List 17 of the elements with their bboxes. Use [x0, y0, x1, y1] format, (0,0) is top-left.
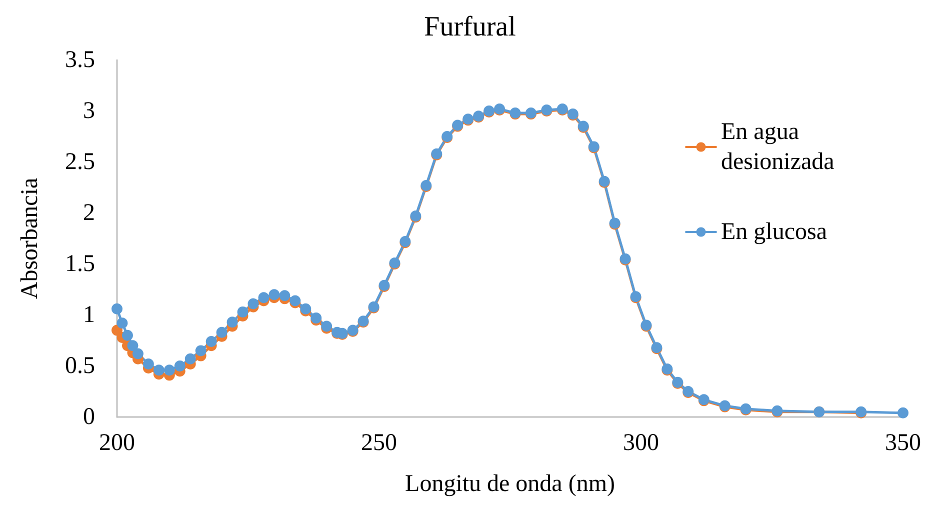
chart-title: Furfural [424, 12, 516, 42]
legend-label: En agua desionizada [721, 119, 835, 175]
y-tick-label: 1 [83, 302, 95, 328]
y-tick-label: 3 [83, 98, 95, 124]
y-tick-label: 0 [83, 404, 95, 430]
y-tick-label: 1.5 [65, 251, 95, 277]
x-tick-label: 350 [885, 430, 921, 456]
y-tick-label: 3.5 [65, 47, 95, 73]
y-tick-label: 0.5 [65, 353, 95, 379]
y-tick-label: 2.5 [65, 149, 95, 175]
x-axis-title: Longitu de onda (nm) [405, 471, 615, 497]
x-tick-label: 200 [99, 430, 135, 456]
x-tick-label: 300 [623, 430, 659, 456]
y-tick-label: 2 [83, 200, 95, 226]
legend-label: En glucosa [721, 219, 828, 245]
x-tick-label: 250 [361, 430, 397, 456]
y-axis-title: Absorbancia [17, 178, 43, 300]
